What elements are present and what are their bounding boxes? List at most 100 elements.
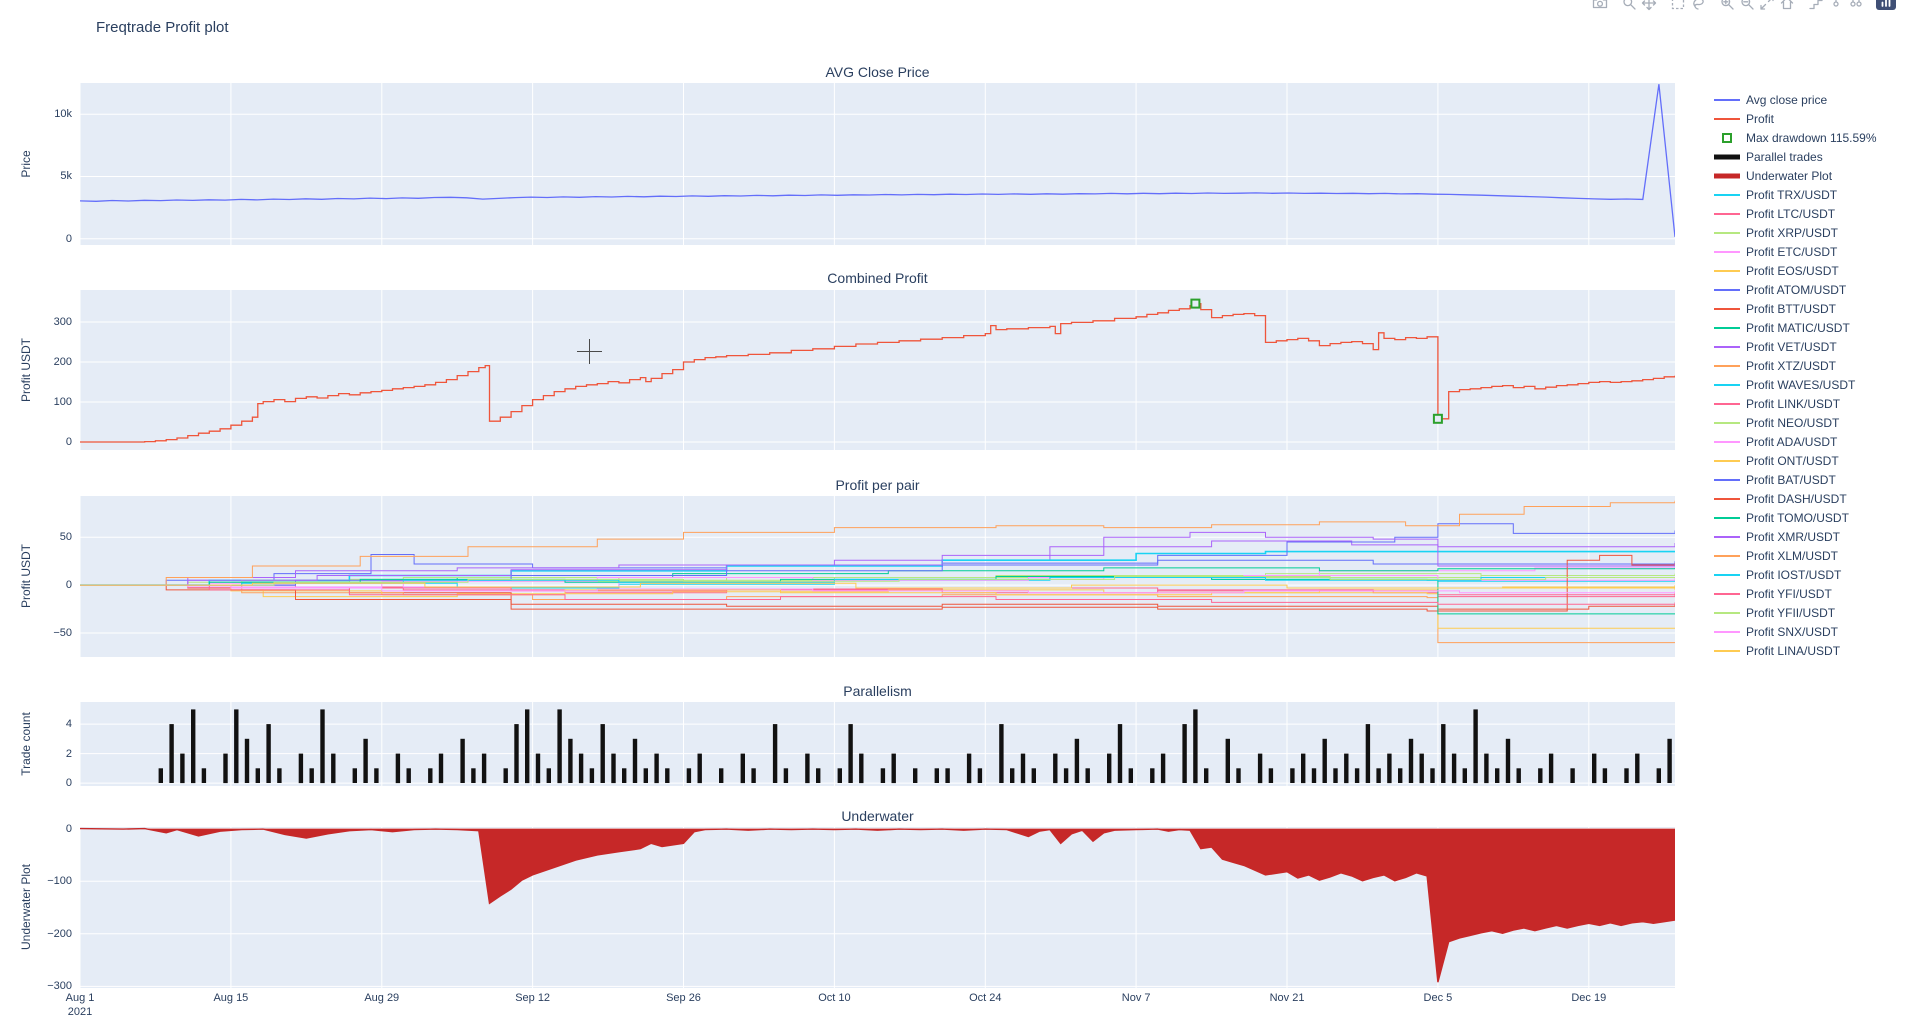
- legend-item-profit-iost-usdt[interactable]: Profit IOST/USDT: [1712, 565, 1877, 584]
- legend-item-profit-trx-usdt[interactable]: Profit TRX/USDT: [1712, 185, 1877, 204]
- y-tick-label: 2: [65, 747, 72, 760]
- legend-line-swatch: [1714, 573, 1740, 576]
- legend-line-swatch: [1714, 402, 1740, 405]
- legend-line-swatch: [1714, 98, 1740, 101]
- legend-item-label: Profit TRX/USDT: [1746, 187, 1838, 202]
- legend-item-profit-ada-usdt[interactable]: Profit ADA/USDT: [1712, 432, 1877, 451]
- legend-item-profit-tomo-usdt[interactable]: Profit TOMO/USDT: [1712, 508, 1877, 527]
- series-profit-bat-usdt: [80, 523, 1675, 586]
- modebar-lasso-button[interactable]: [1688, 0, 1708, 11]
- modebar-hover-compare-button[interactable]: [1846, 0, 1866, 11]
- plotly-logo-button[interactable]: [1876, 0, 1896, 10]
- toggle-spikelines-icon: [1809, 0, 1823, 10]
- legend-item-label: Profit WAVES/USDT: [1746, 377, 1856, 392]
- legend-item-profit-snx-usdt[interactable]: Profit SNX/USDT: [1712, 622, 1877, 641]
- legend-line-swatch: [1714, 212, 1740, 215]
- legend-item-label: Max drawdown 115.59%: [1746, 130, 1877, 145]
- legend-line-swatch: [1714, 535, 1740, 538]
- reset-axes-icon: [1780, 0, 1794, 10]
- legend-item-label: Profit IOST/USDT: [1746, 567, 1842, 582]
- series-profit-lina-usdt: [80, 582, 1675, 589]
- series-profit-xmr-usdt: [80, 531, 1675, 586]
- modebar-reset-axes-button[interactable]: [1777, 0, 1797, 11]
- chart-underwater[interactable]: [80, 827, 1675, 988]
- modebar-zoom-out-button[interactable]: [1737, 0, 1757, 11]
- legend-line-swatch: [1714, 459, 1740, 462]
- legend-item-parallel-trades[interactable]: Parallel trades: [1712, 147, 1877, 166]
- x-tick-label: Dec 5: [1423, 992, 1453, 1004]
- legend-item-profit-yfii-usdt[interactable]: Profit YFII/USDT: [1712, 603, 1877, 622]
- zoom-icon: [1623, 0, 1636, 10]
- chart-combined-profit[interactable]: [80, 290, 1675, 450]
- legend-item-max-drawdown-115-59[interactable]: Max drawdown 115.59%: [1712, 128, 1877, 147]
- legend-item-profit-eos-usdt[interactable]: Profit EOS/USDT: [1712, 261, 1877, 280]
- legend-line-swatch: [1714, 364, 1740, 367]
- legend-item-profit-dash-usdt[interactable]: Profit DASH/USDT: [1712, 489, 1877, 508]
- modebar-zoom-button[interactable]: [1619, 0, 1639, 11]
- legend-item-profit-waves-usdt[interactable]: Profit WAVES/USDT: [1712, 375, 1877, 394]
- legend-line-swatch: [1714, 497, 1740, 500]
- legend-item-label: Profit LINK/USDT: [1746, 396, 1841, 411]
- legend-item-profit-bat-usdt[interactable]: Profit BAT/USDT: [1712, 470, 1877, 489]
- legend-item-profit-ont-usdt[interactable]: Profit ONT/USDT: [1712, 451, 1877, 470]
- legend-line-swatch: [1714, 193, 1740, 196]
- legend-line-swatch: [1714, 154, 1740, 159]
- legend-item-profit-link-usdt[interactable]: Profit LINK/USDT: [1712, 394, 1877, 413]
- y-tick-label: 0: [65, 777, 72, 790]
- series-profit-yfi-usdt: [80, 584, 1675, 605]
- chart-profit-per-pair[interactable]: [80, 496, 1675, 657]
- modebar-box-select-button[interactable]: [1668, 0, 1688, 11]
- subplot-title-avg-close-price: AVG Close Price: [825, 64, 930, 80]
- legend-line-swatch: [1714, 649, 1740, 652]
- x-tick-label: Aug 29: [364, 992, 400, 1004]
- y-tick-label: 300: [53, 316, 72, 328]
- max-drawdown-marker: [1190, 298, 1201, 309]
- legend-line-swatch: [1714, 630, 1740, 633]
- chart-parallelism[interactable]: [80, 702, 1675, 786]
- modebar-toggle-spikelines-button[interactable]: [1806, 0, 1826, 11]
- y-tick-label: 10k: [54, 108, 72, 121]
- modebar-autoscale-button[interactable]: [1757, 0, 1777, 11]
- zoom-in-icon: [1721, 0, 1734, 10]
- legend-item-label: Profit DASH/USDT: [1746, 491, 1847, 506]
- autoscale-icon: [1760, 0, 1774, 10]
- y-tick-label: −50: [53, 627, 72, 640]
- legend-item-avg-close-price[interactable]: Avg close price: [1712, 90, 1877, 109]
- legend-item-profit-lina-usdt[interactable]: Profit LINA/USDT: [1712, 641, 1877, 660]
- legend-item-label: Parallel trades: [1746, 149, 1823, 164]
- legend-item-profit-vet-usdt[interactable]: Profit VET/USDT: [1712, 337, 1877, 356]
- legend-item-profit-etc-usdt[interactable]: Profit ETC/USDT: [1712, 242, 1877, 261]
- subplot-title-combined-profit: Combined Profit: [827, 270, 928, 286]
- legend-item-profit-xrp-usdt[interactable]: Profit XRP/USDT: [1712, 223, 1877, 242]
- legend-item-profit-btt-usdt[interactable]: Profit BTT/USDT: [1712, 299, 1877, 318]
- series-profit: [80, 302, 1675, 443]
- legend-item-profit-yfi-usdt[interactable]: Profit YFI/USDT: [1712, 584, 1877, 603]
- legend-item-underwater-plot[interactable]: Underwater Plot: [1712, 166, 1877, 185]
- legend-item-profit-matic-usdt[interactable]: Profit MATIC/USDT: [1712, 318, 1877, 337]
- legend-marker-swatch: [1722, 132, 1732, 143]
- series-profit-vet-usdt: [80, 540, 1675, 586]
- max-drawdown-marker: [1432, 413, 1443, 424]
- x-tick-label: Sep 12: [515, 992, 551, 1004]
- y-tick-label: 5k: [60, 170, 72, 183]
- legend-item-label: Profit TOMO/USDT: [1746, 510, 1849, 525]
- modebar-pan-button[interactable]: [1639, 0, 1659, 11]
- x-tick-label: Aug 15: [213, 992, 249, 1004]
- modebar-camera-button[interactable]: [1590, 0, 1610, 11]
- legend-item-profit-xmr-usdt[interactable]: Profit XMR/USDT: [1712, 527, 1877, 546]
- legend-item-profit-neo-usdt[interactable]: Profit NEO/USDT: [1712, 413, 1877, 432]
- legend-item-label: Profit MATIC/USDT: [1746, 320, 1850, 335]
- chart-avg-close-price[interactable]: [80, 83, 1675, 245]
- modebar-hover-closest-button[interactable]: [1826, 0, 1846, 11]
- legend-item-label: Profit NEO/USDT: [1746, 415, 1840, 430]
- modebar-zoom-in-button[interactable]: [1717, 0, 1737, 11]
- legend-item-profit-xlm-usdt[interactable]: Profit XLM/USDT: [1712, 546, 1877, 565]
- legend: Avg close price Profit Max drawdown 115.59…: [1712, 90, 1877, 660]
- legend-item-label: Profit XLM/USDT: [1746, 548, 1839, 563]
- legend-item-profit-ltc-usdt[interactable]: Profit LTC/USDT: [1712, 204, 1877, 223]
- legend-item-profit-atom-usdt[interactable]: Profit ATOM/USDT: [1712, 280, 1877, 299]
- legend-item-label: Profit XRP/USDT: [1746, 225, 1839, 240]
- legend-item-profit-xtz-usdt[interactable]: Profit XTZ/USDT: [1712, 356, 1877, 375]
- series-profit-xlm-usdt: [80, 500, 1675, 586]
- legend-item-profit[interactable]: Profit: [1712, 109, 1877, 128]
